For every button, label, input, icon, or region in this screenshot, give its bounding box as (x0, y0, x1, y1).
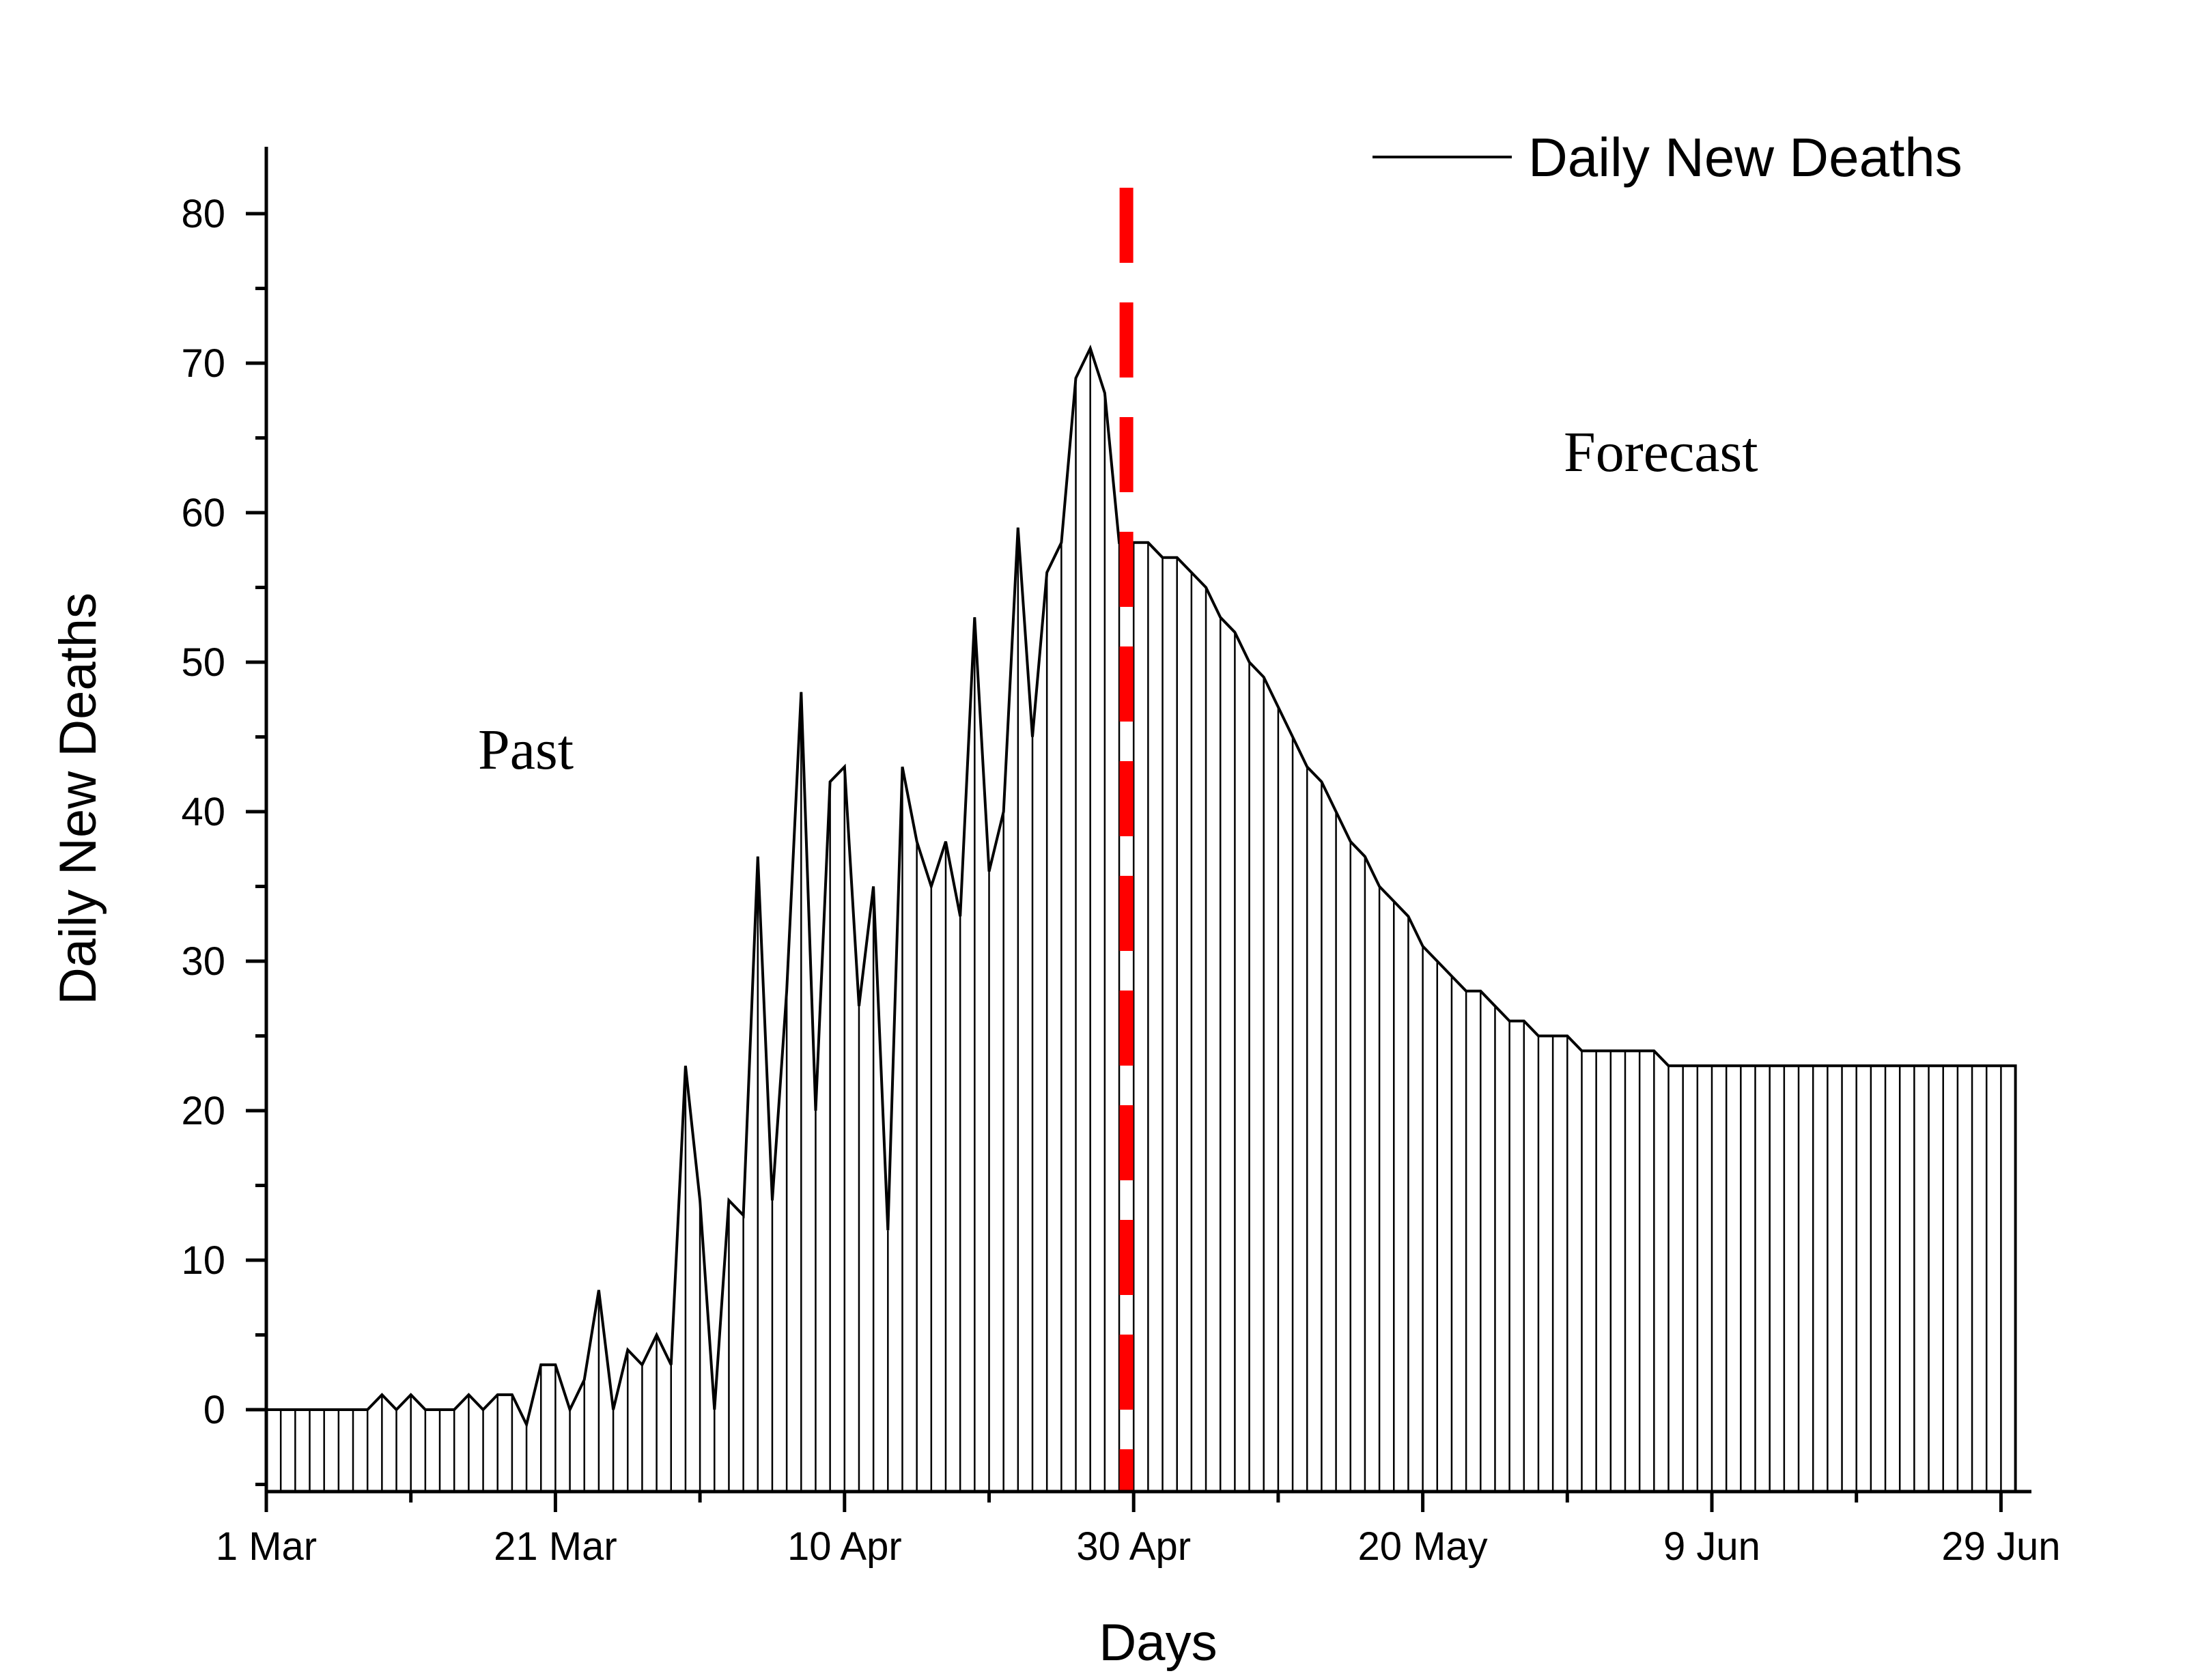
legend: Daily New Deaths (1372, 127, 1962, 188)
y-tick-label: 40 (181, 790, 225, 834)
x-tick-label: 9 Jun (1663, 1524, 1760, 1569)
x-tick-label: 1 Mar (216, 1524, 317, 1569)
y-tick-label: 10 (181, 1238, 225, 1283)
y-tick-label: 60 (181, 491, 225, 535)
y-tick-label: 80 (181, 192, 225, 236)
annotation-forecast: Forecast (1564, 421, 1758, 484)
axes (264, 147, 2031, 1494)
x-tick-label: 21 Mar (494, 1524, 617, 1569)
x-axis-title: Days (1099, 1614, 1217, 1672)
series-hatch-fill (265, 348, 2016, 1492)
x-ticks: 1 Mar 21 Mar 10 Apr 30 Apr 20 May 9 Jun 29 Jun (216, 1492, 2060, 1569)
y-tick-label: 0 (203, 1388, 225, 1432)
y-tick-label: 30 (181, 939, 225, 984)
x-tick-label: 10 Apr (787, 1524, 902, 1569)
x-tick-label: 29 Jun (1941, 1524, 2060, 1569)
y-tick-label: 50 (181, 640, 225, 685)
y-axis-title: Daily New Deaths (49, 593, 107, 1005)
legend-label: Daily New Deaths (1528, 127, 1962, 188)
annotation-past: Past (478, 718, 574, 782)
x-tick-label: 30 Apr (1076, 1524, 1191, 1569)
x-tick-label: 20 May (1357, 1524, 1487, 1569)
y-tick-label: 20 (181, 1089, 225, 1133)
y-tick-label: 70 (181, 341, 225, 386)
series-line (266, 344, 2017, 1492)
y-ticks: 0 10 20 30 40 50 60 70 80 (181, 192, 266, 1486)
